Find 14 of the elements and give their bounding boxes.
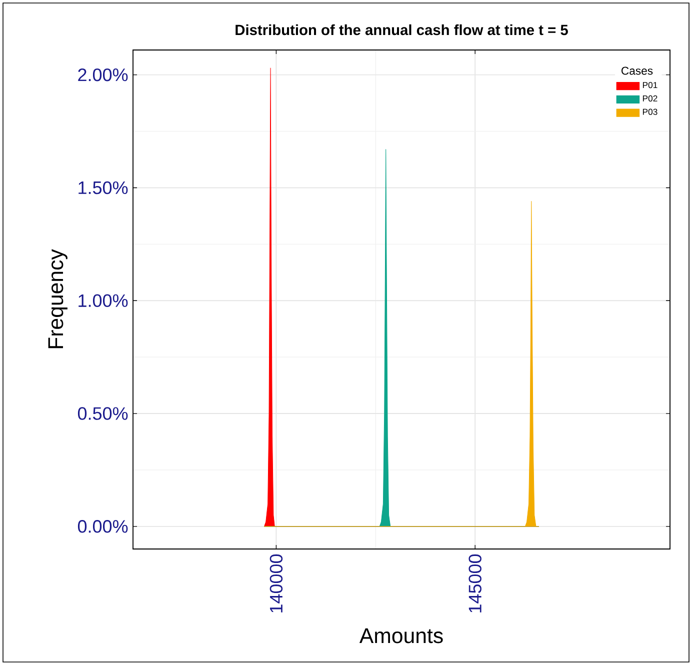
- x-tick-label: 145000: [468, 554, 482, 612]
- legend-label: P03: [642, 108, 658, 115]
- y-axis-title: Frequency: [48, 249, 68, 348]
- x-axis-title: Amounts: [359, 628, 443, 644]
- y-tick-label: 2.00%: [78, 68, 128, 82]
- chart-title: Distribution of the annual cash flow at time t = 5: [236, 24, 568, 36]
- legend-title: Cases: [622, 66, 653, 75]
- y-tick-label: 0.00%: [78, 520, 128, 533]
- y-tick-label: 0.50%: [78, 407, 128, 420]
- y-tick-label: 1.00%: [78, 294, 128, 307]
- y-tick-label: 1.50%: [78, 181, 128, 194]
- legend-label: P01: [642, 82, 658, 88]
- x-tick-label: 140000: [270, 554, 283, 612]
- legend-label: P02: [642, 95, 658, 102]
